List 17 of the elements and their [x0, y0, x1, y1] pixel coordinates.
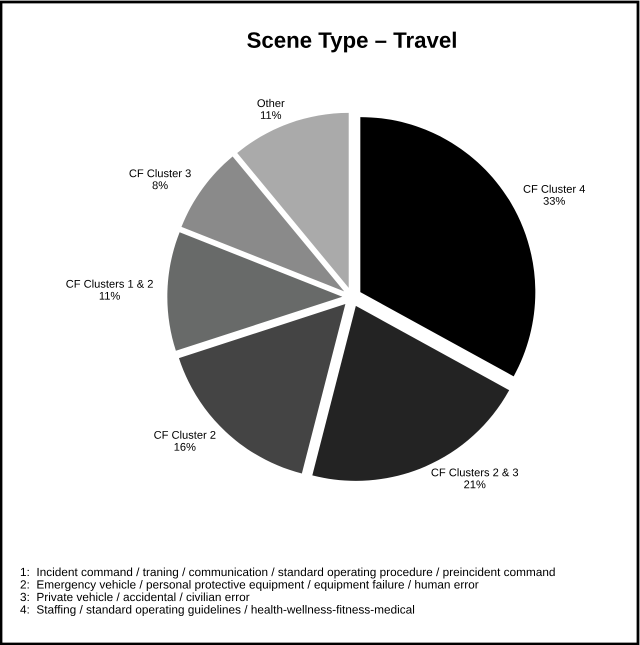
slice-label: CF Clusters 1 & 2: [66, 280, 153, 288]
data-label: 33%: [543, 196, 565, 205]
slice-label: CF Cluster 3: [129, 169, 191, 178]
data-label: 11%: [260, 111, 282, 119]
slice-label: CF Cluster 2: [154, 430, 216, 439]
chart-title: Scene Type – Travel: [247, 32, 456, 52]
text: 2: Emergency vehicle / personal protective equipment / equipment failure / human error: [20, 580, 478, 592]
text: 4: Staffing / standard operating guidelines / health-wellness-fitness-medical: [20, 604, 414, 616]
data-label: 8%: [152, 181, 168, 190]
data-label: 16%: [174, 442, 196, 451]
data-label: 11%: [100, 292, 120, 300]
slice-label: CF Cluster 4: [524, 184, 586, 193]
slice-label: Other: [257, 98, 285, 108]
text: 3: Private vehicle / accidental / civilian error: [20, 592, 250, 602]
data-label: 21%: [464, 480, 486, 488]
slice-label: CF Clusters 2 & 3: [431, 468, 518, 476]
text: 1: Incident command / traning / communication / standard operating procedure / preincident command: [20, 567, 555, 579]
